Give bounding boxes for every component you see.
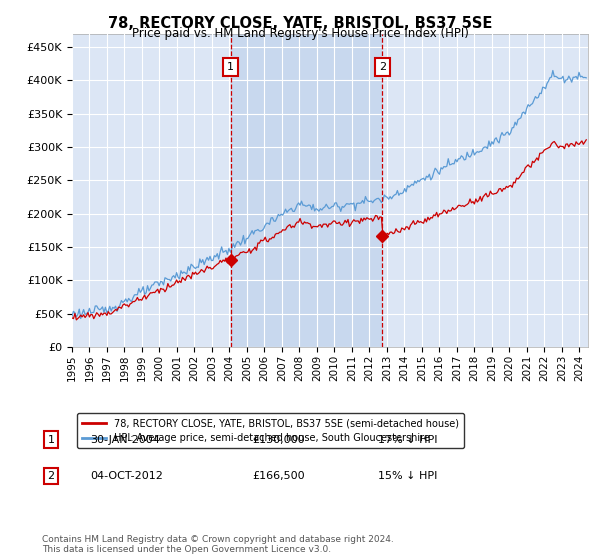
Legend: 78, RECTORY CLOSE, YATE, BRISTOL, BS37 5SE (semi-detached house), HPI: Average p: 78, RECTORY CLOSE, YATE, BRISTOL, BS37 5…	[77, 413, 464, 448]
Text: 2: 2	[379, 62, 386, 72]
Text: 17% ↓ HPI: 17% ↓ HPI	[378, 435, 437, 445]
Text: Price paid vs. HM Land Registry's House Price Index (HPI): Price paid vs. HM Land Registry's House …	[131, 27, 469, 40]
Text: 2: 2	[47, 471, 55, 481]
Text: 78, RECTORY CLOSE, YATE, BRISTOL, BS37 5SE: 78, RECTORY CLOSE, YATE, BRISTOL, BS37 5…	[108, 16, 492, 31]
Text: £166,500: £166,500	[252, 471, 305, 481]
Text: 15% ↓ HPI: 15% ↓ HPI	[378, 471, 437, 481]
Bar	[231, 34, 382, 347]
Text: 1: 1	[227, 62, 235, 72]
Text: £130,000: £130,000	[252, 435, 305, 445]
Text: 04-OCT-2012: 04-OCT-2012	[90, 471, 163, 481]
Text: 30-JAN-2004: 30-JAN-2004	[90, 435, 160, 445]
Text: Contains HM Land Registry data © Crown copyright and database right 2024.
This d: Contains HM Land Registry data © Crown c…	[42, 535, 394, 554]
Text: 1: 1	[47, 435, 55, 445]
